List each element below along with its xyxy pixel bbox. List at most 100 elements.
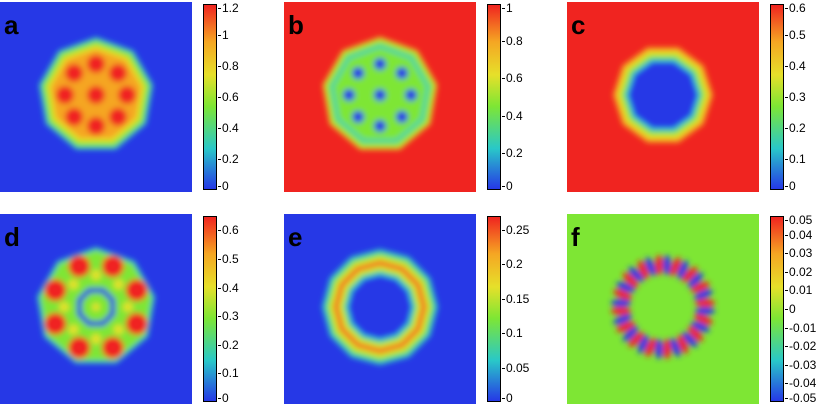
density-lobe — [44, 279, 67, 302]
vortex-spot — [352, 67, 365, 80]
colorbar-tick-label: 0.2 — [502, 145, 523, 160]
density-dot — [91, 270, 101, 280]
heatmap-d — [0, 214, 192, 404]
vortex-spot — [108, 107, 127, 126]
panel-label-d: d — [4, 222, 20, 252]
dipole-positive — [628, 331, 644, 348]
colorbar-tick-label: 0.4 — [502, 108, 523, 123]
dipole-positive — [695, 299, 715, 307]
density-lobe — [101, 336, 124, 359]
vortex-spot — [374, 58, 386, 70]
dipole-pair — [655, 339, 671, 359]
dipole-positive — [663, 339, 671, 359]
dipole-positive — [687, 326, 704, 342]
vortex-spot — [352, 110, 365, 123]
dipole-group — [611, 255, 715, 359]
density-lobe — [125, 279, 148, 302]
panel-label-f: f — [571, 222, 580, 252]
dipole-pair — [682, 266, 704, 288]
colorbar-tick-label: 0.1 — [502, 326, 523, 341]
heatmap-f — [567, 214, 759, 404]
colorbar-tick-label: 0.2 — [785, 121, 806, 135]
ring-group — [322, 249, 438, 365]
colorbar-tick-label: 1 — [502, 1, 513, 15]
heatmap-plot-e — [284, 214, 476, 404]
colorbar-tick-label: 0.02 — [784, 264, 813, 279]
panel-label-a: a — [4, 10, 19, 40]
colorbar-tick-label: -0.03 — [784, 357, 817, 372]
colorbar-tick-label: 0.1 — [218, 366, 239, 381]
colorbar-tick-label: 0.8 — [502, 34, 523, 49]
colorbar-tick-label: 0 — [502, 391, 513, 405]
vortex-spot — [395, 67, 408, 80]
colorbar-ticks-e: 0.25 0.2 0.15 0.1 0.05 0 — [501, 216, 556, 405]
dipole-negative — [677, 260, 689, 280]
vortex-spot — [343, 89, 355, 101]
dipole-positive — [622, 272, 639, 288]
heatmap-plot-f — [567, 214, 759, 404]
blob-group — [322, 37, 438, 150]
panel-label-c: c — [571, 10, 586, 40]
colorbar-d — [203, 216, 217, 402]
dipole-pair — [637, 334, 656, 357]
density-dot — [68, 324, 79, 335]
colorbar-tick-label: 0.6 — [502, 71, 523, 86]
dipole-negative — [616, 281, 636, 293]
vortex-spot — [374, 120, 386, 132]
density-dot — [113, 279, 124, 290]
dipole-positive — [645, 337, 656, 357]
colorbar-tick-label: 0.3 — [218, 309, 239, 324]
density-lobe — [44, 312, 67, 335]
colorbar-tick-label: 0 — [502, 179, 513, 193]
density-lobe — [68, 255, 91, 278]
colorbar-tick-label: 0.6 — [785, 1, 806, 15]
dipole-positive — [637, 260, 649, 280]
dipole-pair — [690, 281, 713, 300]
heatmap-plot-b — [284, 2, 476, 192]
dipole-negative — [663, 255, 671, 275]
vortex-spot — [395, 110, 408, 123]
vortex-spot — [65, 107, 84, 126]
colorbar-c — [770, 4, 784, 190]
colorbar-tick-label: 0.3 — [785, 90, 806, 104]
heatmap-e — [284, 214, 476, 404]
colorbar-tick-label: 0.2 — [218, 337, 239, 352]
colorbar-tick-label: 0.5 — [218, 251, 239, 266]
heatmap-plot-c — [567, 2, 759, 192]
dipole-pair — [670, 257, 689, 280]
ring-layer — [348, 275, 412, 339]
colorbar-e — [487, 216, 501, 402]
dipole-negative — [622, 326, 639, 342]
density-lobe — [101, 255, 124, 278]
colorbar-tick-label: 0.2 — [218, 152, 239, 166]
dipole-pair — [690, 314, 713, 333]
dipole-negative — [690, 321, 710, 333]
heatmap-a — [0, 2, 192, 192]
vortex-spot — [87, 117, 105, 135]
colorbar-tick-label: -0.01 — [784, 320, 817, 335]
heatmap-background — [567, 214, 759, 404]
density-dot — [68, 279, 79, 290]
vortex-spot — [118, 86, 136, 104]
dipole-negative — [613, 314, 633, 325]
dipole-pair — [613, 314, 636, 333]
dipole-pair — [613, 281, 636, 300]
colorbar-tick-label: 0.03 — [784, 246, 813, 261]
colorbar-tick-label: 0.05 — [784, 213, 813, 227]
colorbar-tick-label: 0 — [785, 302, 796, 316]
colorbar-tick-label: 0.6 — [218, 223, 239, 238]
colorbar-f — [770, 216, 784, 402]
lattice-group — [36, 247, 156, 364]
colorbar-ticks-c: 0.6 0.5 0.4 0.3 0.2 0.1 0 — [785, 1, 830, 192]
colorbar-tick-label: -0.04 — [784, 376, 817, 391]
colorbar-tick-label: 0.05 — [501, 360, 530, 375]
dipole-negative — [645, 257, 656, 277]
dipole-pair — [695, 299, 715, 315]
colorbar-tick-label: 0.15 — [501, 291, 530, 306]
dipole-negative — [670, 337, 681, 357]
dipole-pair — [611, 299, 631, 315]
vortex-spot — [87, 55, 105, 73]
dipole-negative — [628, 266, 644, 283]
dipole-negative — [693, 289, 713, 300]
colorbar-ticks-f: 0.05 0.04 0.03 0.02 0.01 0 -0.01 -0.02 -0.03 -0.0… — [784, 213, 830, 404]
